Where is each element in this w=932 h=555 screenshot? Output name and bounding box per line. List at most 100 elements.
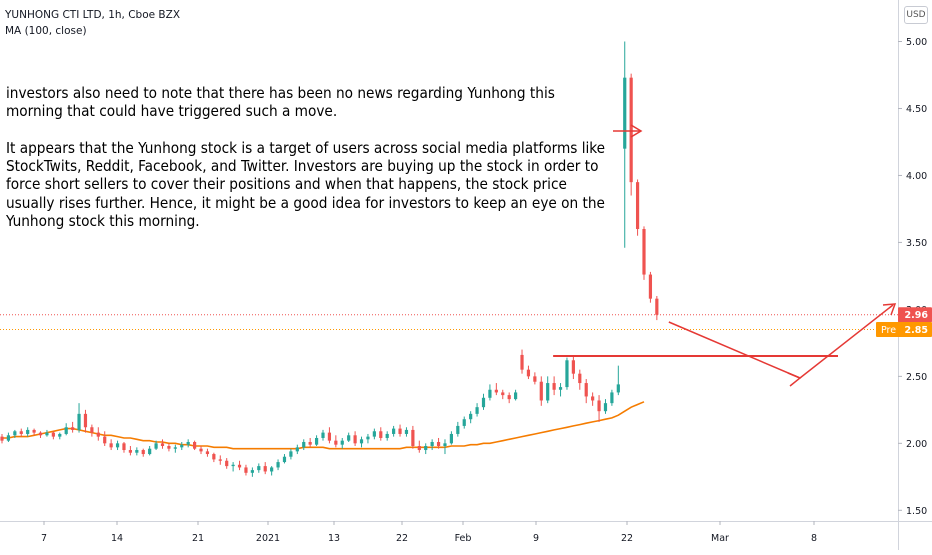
y-tick-label: 1.50	[906, 506, 927, 517]
candle-body	[199, 448, 203, 452]
candle-body	[655, 298, 659, 315]
candle	[314, 435, 319, 447]
candle	[436, 437, 441, 449]
candle-body	[539, 381, 543, 401]
candle	[372, 428, 376, 440]
candle	[122, 441, 126, 453]
candle	[462, 416, 466, 429]
currency-button[interactable]: USD	[904, 6, 928, 24]
candle	[19, 428, 23, 437]
candle-body	[160, 443, 165, 447]
candle	[424, 443, 428, 455]
candle-body	[115, 443, 120, 448]
candle-body	[379, 431, 383, 438]
candle-body	[372, 431, 376, 437]
candle-body	[205, 451, 210, 455]
candle	[359, 436, 364, 448]
y-tick-label: 2.50	[906, 372, 927, 383]
candle	[404, 427, 409, 437]
candle	[635, 179, 640, 236]
x-tick-label: 7	[41, 533, 47, 544]
x-tick-label: Mar	[711, 533, 729, 544]
candle-body	[13, 431, 17, 436]
candle-body	[597, 400, 601, 412]
symbol-title[interactable]: YUNHONG CTI LTD, 1h, Cboe BZX	[5, 9, 181, 21]
candle-body	[96, 432, 100, 437]
candle	[526, 365, 531, 380]
candle-body	[398, 428, 402, 434]
user-drawings[interactable]	[553, 124, 897, 387]
candle-body	[90, 427, 94, 433]
candle-body	[141, 450, 145, 455]
candle-body	[51, 432, 55, 437]
candle	[610, 389, 614, 406]
x-tick-label: 13	[328, 533, 340, 544]
candle-body	[610, 392, 614, 404]
candle	[302, 439, 306, 451]
candle-body	[109, 443, 113, 448]
candle-body	[295, 447, 299, 452]
candle-body	[71, 427, 75, 430]
candle	[449, 431, 453, 445]
candle-body	[64, 427, 68, 434]
candle-body	[193, 441, 197, 449]
candle	[199, 446, 203, 455]
candle	[83, 409, 88, 433]
candle	[501, 389, 505, 400]
indicator-legend[interactable]: MA (100, close)	[5, 25, 87, 37]
candle	[481, 393, 486, 410]
candle	[539, 376, 543, 406]
candle-body	[430, 441, 434, 447]
candle-body	[623, 77, 627, 149]
candle-body	[270, 467, 274, 472]
candle-body	[103, 436, 107, 444]
text-annotation[interactable]: investors also need to note that there h…	[6, 84, 606, 230]
candle-body	[526, 369, 531, 377]
candle	[205, 448, 210, 457]
candle	[225, 458, 229, 469]
candle-body	[186, 441, 190, 445]
moving-average-line	[2, 401, 645, 450]
candle-body	[0, 436, 4, 441]
candle	[250, 467, 254, 477]
candle	[597, 395, 601, 422]
candle-body	[578, 373, 582, 384]
candle	[160, 439, 165, 449]
candle-body	[494, 389, 498, 393]
candle-body	[648, 274, 653, 299]
candle	[186, 439, 190, 448]
price-tag-value: 2.85	[905, 325, 928, 336]
candle	[237, 460, 242, 471]
candle	[135, 447, 139, 456]
candle	[58, 432, 62, 440]
candle-body	[443, 443, 447, 447]
candle-body	[347, 435, 351, 441]
candle-body	[135, 450, 139, 453]
price-tag-label: Pre	[881, 325, 896, 336]
candle-body	[334, 440, 338, 445]
candle-body	[38, 432, 43, 436]
candle	[148, 446, 152, 456]
candle-body	[314, 437, 319, 445]
arrow-head	[630, 124, 643, 138]
candle	[289, 448, 293, 460]
candle-body	[591, 396, 595, 401]
price-levels	[0, 314, 898, 330]
candle	[154, 440, 158, 451]
candle-body	[462, 419, 466, 426]
candle-body	[353, 435, 357, 444]
candle	[578, 369, 582, 390]
x-tick-label: 8	[811, 533, 817, 544]
y-tick-label: 4.00	[906, 171, 927, 182]
candle-body	[302, 441, 306, 448]
candle	[71, 421, 75, 433]
candle	[90, 424, 94, 437]
candle-body	[26, 429, 30, 434]
candle	[77, 403, 81, 433]
candle-body	[635, 182, 640, 230]
candle-body	[173, 447, 177, 449]
candle-body	[642, 229, 646, 275]
candle	[103, 431, 107, 447]
